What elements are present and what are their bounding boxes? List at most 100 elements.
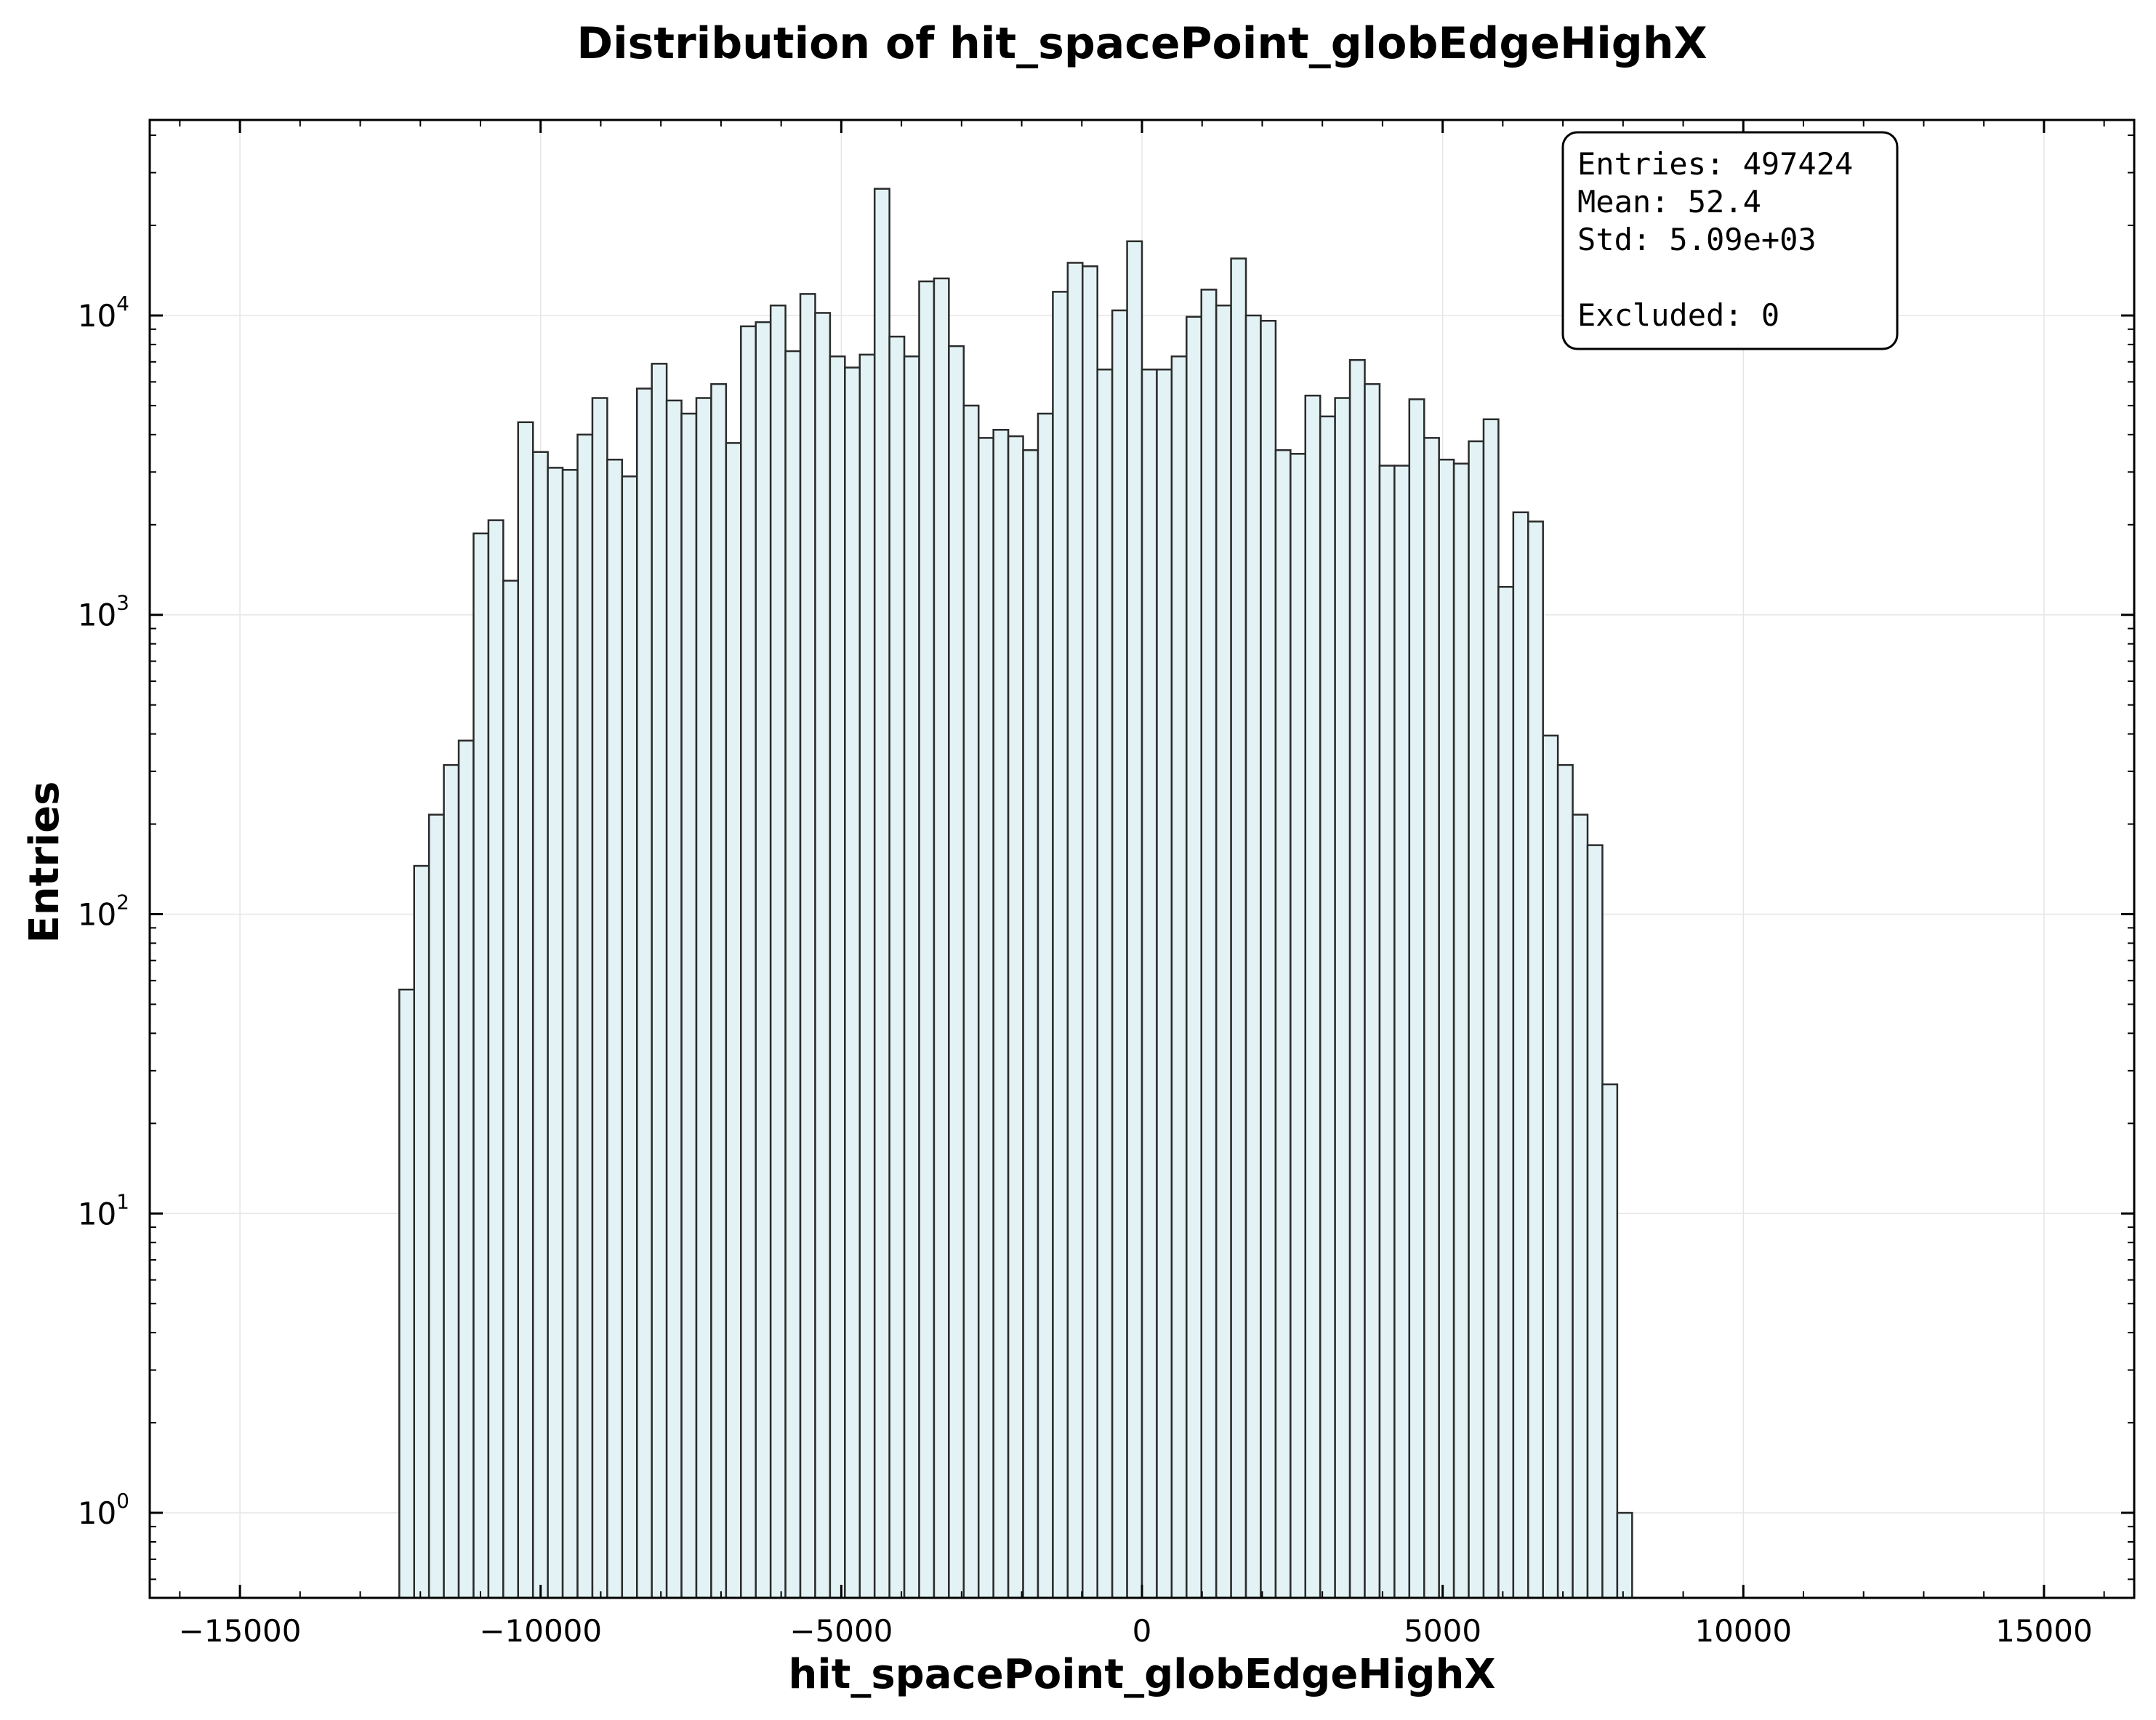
y-tick-base: 10 [78,897,116,933]
y-tick-exponent: 1 [116,1189,129,1213]
histogram-bar [888,335,906,1599]
histogram-bar [977,437,994,1599]
histogram-bar [1096,369,1114,1599]
stats-box-frame [1561,131,1899,350]
histogram-bar [1215,304,1232,1599]
histogram-bar [933,277,950,1599]
histogram-bar [755,321,772,1599]
histogram-bar [1408,398,1425,1599]
histogram-bar [665,399,683,1599]
histogram-bar [1319,415,1336,1599]
x-tick-label: −15000 [179,1613,302,1649]
histogram-bar [903,355,920,1599]
histogram-bar [1586,844,1604,1599]
x-tick-label: 0 [1133,1613,1152,1649]
histogram-bar [457,739,475,1599]
histogram-bar [1364,383,1381,1599]
y-tick-label: 104 [78,292,129,334]
x-tick-label: 5000 [1404,1613,1481,1649]
chart-title: Distribution of hit_spacePoint_globEdgeH… [576,18,1707,69]
histogram-bar [948,345,965,1599]
histogram-bar [531,451,549,1599]
histogram-bar [443,764,460,1599]
histogram-bar [918,280,936,1599]
histogram-bar [1512,511,1529,1599]
histogram-bar [829,355,846,1599]
x-axis-label: hit_spacePoint_globEdgeHighX [789,1651,1496,1698]
y-axis-label: Entries [21,781,68,943]
histogram-bar [844,366,861,1599]
histogram-bar [695,397,712,1599]
histogram-bar [1170,355,1188,1599]
y-tick-label: 100 [78,1489,129,1531]
histogram-bar [814,312,832,1599]
y-tick-label: 103 [78,591,129,633]
stats-excluded: Excluded: 0 [1577,297,1779,333]
histogram-bar [1393,465,1411,1599]
histogram-bar [651,363,668,1599]
histogram-bar [1007,435,1024,1599]
histogram-bar [1527,521,1544,1599]
histogram-bar [1542,734,1559,1599]
x-tick-label: 10000 [1694,1613,1792,1649]
histogram-bar [1111,309,1128,1599]
histogram-bar [1348,358,1366,1599]
stats-mean: Mean: 52.4 [1577,184,1761,220]
stats-box: Entries: 497424 Mean: 52.4 Std: 5.09e+03… [1561,131,1899,350]
histogram-bar [992,429,1010,1599]
histogram-bar [1244,314,1262,1599]
histogram-bar [1082,265,1098,1599]
histogram-bar [962,404,980,1599]
histogram-bar [725,442,742,1599]
histogram-bar [799,293,816,1599]
histogram-bar [1141,369,1158,1599]
histogram-bar [1066,262,1084,1599]
histogram-bar [1482,418,1500,1599]
histogram-bar [769,304,787,1599]
histogram-bar [1423,437,1440,1599]
y-tick-label: 102 [78,891,129,933]
histogram-bar [591,397,608,1599]
histogram-bar [1260,320,1277,1599]
histogram-bar [1452,462,1470,1599]
histogram-bar [1022,449,1039,1599]
stats-entries: Entries: 497424 [1577,146,1853,182]
histogram-bar [487,519,504,1599]
y-tick-exponent: 3 [116,591,129,615]
x-tick-label: −10000 [479,1613,602,1649]
histogram-bar [1230,257,1247,1599]
histogram-bars [398,188,1633,1599]
histogram-bar [427,813,445,1599]
histogram-bar [1378,465,1396,1599]
histogram-bar [1468,440,1485,1599]
histogram-bar [636,387,653,1599]
y-tick-label: 101 [78,1189,129,1231]
histogram-bar [398,988,416,1599]
histogram-bar [1334,397,1351,1599]
histogram-bar [1052,291,1069,1599]
histogram-bar [606,458,624,1599]
histogram-bar [1126,240,1143,1599]
histogram-bar [1556,764,1574,1599]
y-tick-base: 10 [78,1196,116,1231]
histogram-bar [1438,458,1455,1599]
histogram-bar [561,469,579,1599]
histogram-bar [680,412,698,1599]
histogram-bar [621,475,638,1599]
x-tick-label: −5000 [789,1613,893,1649]
histogram-bar [1616,1511,1633,1599]
histogram-bar [1290,453,1307,1599]
histogram-bar [740,325,757,1599]
y-tick-exponent: 0 [116,1489,129,1513]
y-tick-base: 10 [78,1495,116,1531]
histogram-bar [1037,412,1054,1599]
histogram-bar [1304,394,1322,1599]
histogram-bar [413,864,430,1599]
histogram-bar [547,467,564,1599]
histogram-bar [1572,813,1589,1599]
histogram-bar [873,188,890,1599]
histogram-bar [1156,369,1173,1599]
histogram-bar [517,421,534,1599]
